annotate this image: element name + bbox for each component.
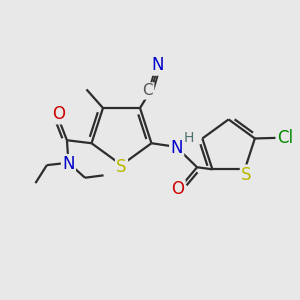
- Text: S: S: [116, 158, 127, 175]
- Text: N: N: [62, 155, 75, 173]
- Text: S: S: [241, 166, 252, 184]
- Text: H: H: [184, 131, 194, 146]
- Text: N: N: [151, 56, 164, 74]
- Text: C: C: [142, 83, 153, 98]
- Text: Cl: Cl: [277, 129, 293, 147]
- Text: O: O: [52, 105, 65, 123]
- Text: O: O: [171, 180, 184, 198]
- Text: N: N: [170, 139, 183, 157]
